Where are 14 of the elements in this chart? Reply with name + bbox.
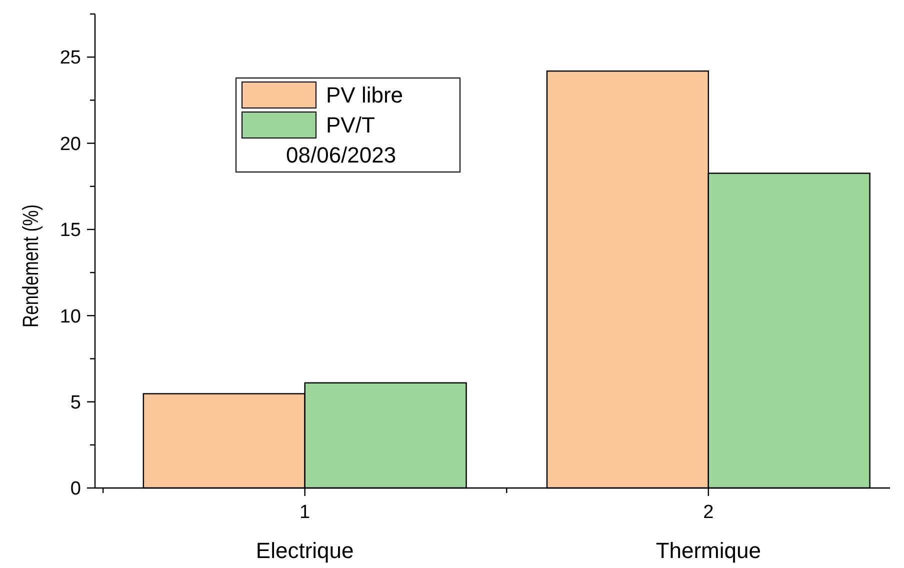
y-axis-title: Rendement (%) [19, 204, 44, 328]
y-tick-label: 0 [70, 478, 81, 500]
x-tick-label: 1 [300, 502, 310, 523]
y-tick-label: 10 [60, 306, 81, 328]
x-tick-label: 2 [703, 502, 714, 523]
text: Electrique [256, 538, 354, 563]
y-tick-label: 20 [60, 134, 81, 155]
text: Thermique [656, 538, 761, 563]
y-tick-label: 15 [60, 220, 81, 242]
y-tick-label: 5 [70, 392, 81, 414]
y-tick-label: 25 [60, 48, 81, 69]
legend-title: 08/06/2023 [286, 142, 396, 168]
legend-label: PV libre [326, 82, 404, 108]
legend-label: PV/T [326, 112, 375, 138]
